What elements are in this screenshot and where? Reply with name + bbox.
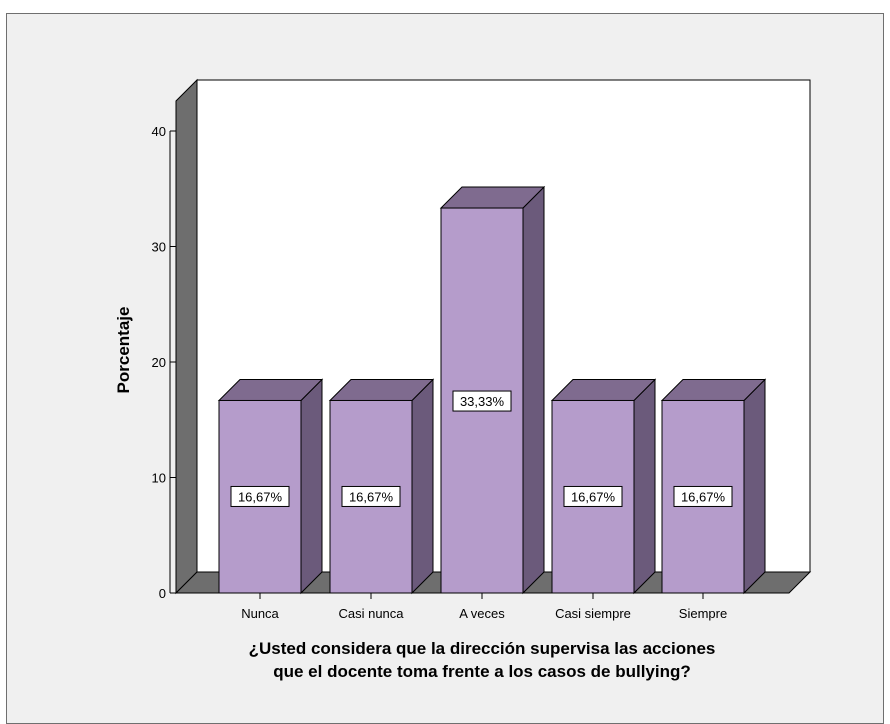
x-tick-label: Nunca (241, 606, 279, 621)
data-label-box (452, 390, 512, 412)
bar-0: 16,67% (217, 378, 324, 595)
y-tick-label: 10 (152, 471, 166, 486)
bars: 16,67% 16,67% 33,33% 16,67% 16,67% (217, 185, 767, 595)
bar-side (411, 378, 434, 595)
y-tick-label: 30 (152, 240, 166, 255)
bar-2: 33,33% (439, 185, 546, 595)
data-label-box (341, 485, 401, 507)
x-axis: Nunca Casi nunca A veces Casi siempre Siempr… (176, 592, 789, 621)
y-axis: 0 10 20 30 40 (152, 124, 176, 601)
bar-3: 16,67% (550, 378, 657, 595)
x-tick-label: Casi siempre (555, 606, 631, 621)
bar-side (633, 378, 656, 595)
x-axis-title-line-2: que el docente toma frente a los casos d… (273, 662, 691, 681)
data-label-box (563, 485, 623, 507)
bar-side (743, 378, 766, 595)
y-axis-title: Porcentaje (114, 307, 133, 394)
x-tick-label: A veces (459, 606, 505, 621)
data-label: 16,67% (238, 489, 283, 504)
data-label: 16,67% (681, 489, 726, 504)
bar-1: 16,67% (328, 378, 435, 595)
x-axis-title-line-1: ¿Usted considera que la dirección superv… (249, 639, 716, 658)
y-tick-label: 0 (159, 586, 166, 601)
x-tick-label: Casi nunca (338, 606, 404, 621)
data-label-box (673, 485, 733, 507)
left-wall (175, 78, 198, 595)
data-label: 16,67% (349, 489, 394, 504)
y-tick-label: 20 (152, 355, 166, 370)
data-label: 16,67% (571, 489, 616, 504)
y-tick-label: 40 (152, 124, 166, 139)
bar-4: 16,67% (660, 378, 767, 595)
data-label-box (230, 485, 290, 507)
data-label: 33,33% (460, 394, 505, 409)
x-tick-label: Siempre (679, 606, 727, 621)
bar-side (300, 378, 323, 595)
bar-side (522, 185, 545, 595)
